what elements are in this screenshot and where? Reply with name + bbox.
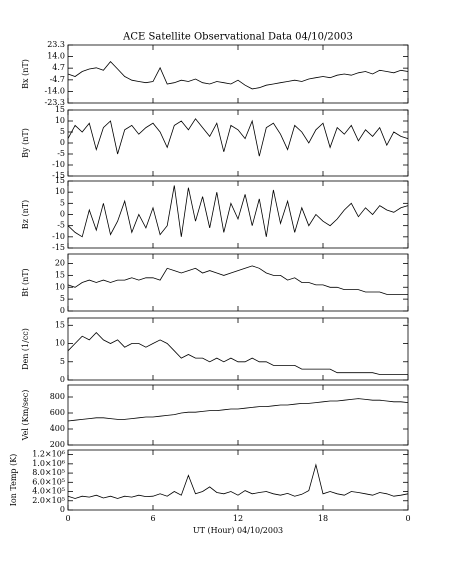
y-tick-label: 20 — [55, 259, 65, 268]
y-tick-label: 200 — [50, 440, 65, 449]
y-axis-label: Bz (nT) — [21, 200, 30, 229]
data-line — [67, 185, 409, 238]
y-tick-label: -14.0 — [44, 86, 65, 95]
y-tick-label: -23.3 — [44, 98, 65, 107]
y-tick-label: 10 — [55, 187, 65, 196]
y-tick-label: 10 — [55, 339, 65, 348]
y-tick-label: 0 — [60, 375, 65, 384]
x-tick-label: 18 — [318, 514, 328, 523]
y-tick-label: 800 — [50, 392, 65, 401]
data-line — [67, 332, 408, 375]
y-tick-label: 10 — [55, 282, 65, 291]
y-tick-label: -10 — [52, 160, 65, 169]
y-tick-label: 2.0×10⁵ — [32, 496, 65, 505]
y-tick-label: -5 — [57, 149, 65, 158]
y-tick-label: 600 — [50, 408, 65, 417]
y-tick-label: 4.0×10⁵ — [32, 487, 65, 496]
y-axis-label: Ion Temp (K) — [9, 454, 18, 507]
x-tick-label: 0 — [65, 514, 70, 523]
y-tick-label: 23.3 — [47, 40, 65, 49]
x-tick-label: 12 — [233, 514, 243, 523]
y-tick-label: 6.0×10⁵ — [32, 477, 65, 486]
y-tick-label: 8.0×10⁵ — [32, 468, 65, 477]
chart-title: ACE Satellite Observational Data 04/10/2… — [122, 32, 353, 43]
y-tick-label: 5 — [60, 357, 65, 366]
y-tick-label: 5 — [60, 294, 65, 303]
y-tick-label: -4.7 — [50, 75, 65, 84]
data-line — [67, 265, 408, 295]
y-axis-label: Den (1/cc) — [21, 328, 30, 370]
x-axis-label: UT (Hour) 04/10/2003 — [193, 526, 283, 535]
y-tick-label: 5 — [60, 127, 65, 136]
y-tick-label: 10 — [55, 116, 65, 125]
y-tick-label: 0 — [60, 210, 65, 219]
y-axis-label: Bt (nT) — [21, 268, 30, 296]
y-tick-label: 400 — [50, 424, 65, 433]
y-tick-label: 0 — [60, 306, 65, 315]
y-tick-label: 15 — [55, 270, 65, 279]
y-axis-label: Bx (nT) — [21, 59, 30, 89]
y-tick-label: 15 — [55, 176, 65, 185]
x-tick-label: 0 — [405, 514, 410, 523]
y-tick-label: 0 — [60, 138, 65, 147]
y-tick-label: -15 — [52, 171, 65, 180]
y-tick-label: 15 — [55, 105, 65, 114]
y-axis-label: Vel (Km/sec) — [21, 390, 30, 442]
data-line — [67, 463, 409, 499]
y-tick-label: 4.7 — [52, 63, 65, 72]
x-tick-label: 6 — [150, 514, 155, 523]
y-axis-label: By (nT) — [21, 128, 30, 158]
data-line — [67, 398, 409, 422]
y-tick-label: 15 — [55, 320, 65, 329]
data-line — [67, 118, 409, 157]
y-tick-label: 5 — [60, 198, 65, 207]
y-tick-label: -15 — [52, 243, 65, 252]
y-tick-label: -5 — [57, 221, 65, 230]
y-tick-label: 1.2×10⁶ — [32, 450, 65, 459]
y-tick-label: -10 — [52, 232, 65, 241]
y-tick-label: 14.0 — [47, 52, 65, 61]
data-line — [67, 60, 409, 90]
y-tick-label: 1.0×10⁶ — [32, 459, 65, 468]
y-tick-label: 0 — [60, 505, 65, 514]
